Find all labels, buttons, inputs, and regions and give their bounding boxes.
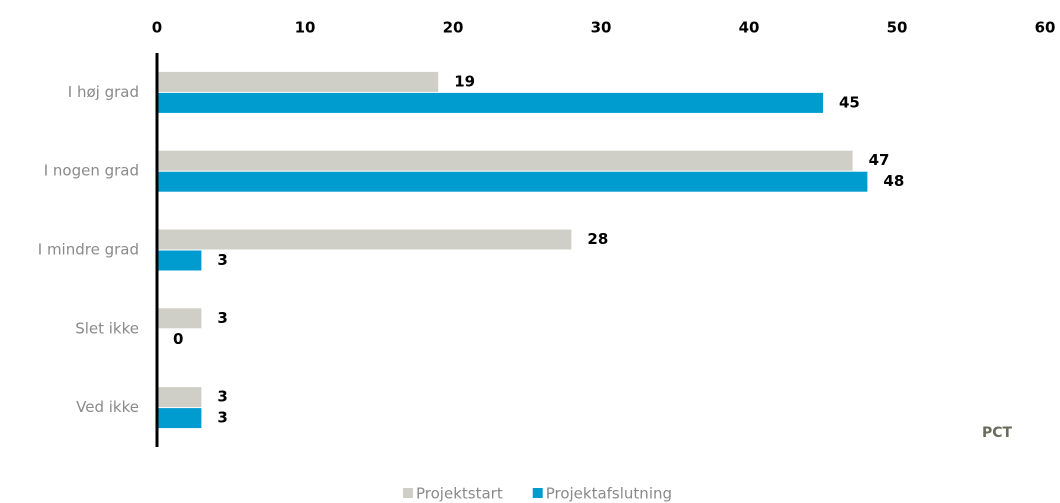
- y-tick-label: I høj grad: [68, 83, 139, 101]
- value-label: 3: [217, 388, 227, 406]
- bar: [157, 308, 202, 329]
- x-tick-label: 20: [443, 19, 464, 37]
- value-label: 3: [217, 309, 227, 327]
- bar: [157, 171, 868, 192]
- bar: [157, 150, 853, 171]
- y-tick-label: I mindre grad: [38, 241, 139, 259]
- bar: [157, 71, 439, 92]
- legend-label: Projektstart: [416, 485, 503, 503]
- value-label: 48: [883, 172, 904, 190]
- x-tick-label: 10: [295, 19, 316, 37]
- bar: [157, 92, 823, 113]
- bar: [157, 408, 202, 429]
- x-tick-label: 40: [739, 19, 760, 37]
- bar: [157, 250, 202, 271]
- x-tick-label: 0: [152, 19, 162, 37]
- y-tick-label: Slet ikke: [75, 319, 139, 337]
- legend-swatch: [532, 488, 543, 498]
- value-label: 3: [217, 409, 227, 427]
- value-label: 3: [217, 251, 227, 269]
- legend-label: Projektafslutning: [546, 485, 672, 503]
- x-tick-label: 60: [1035, 19, 1056, 37]
- y-tick-label: I nogen grad: [44, 162, 139, 180]
- bar: [157, 387, 202, 408]
- x-tick-label: 30: [591, 19, 612, 37]
- legend-swatch: [403, 488, 413, 498]
- bar: [157, 229, 572, 250]
- x-tick-label: 50: [887, 19, 908, 37]
- y-tick-label: Ved ikke: [76, 398, 139, 416]
- value-label: 28: [587, 230, 608, 248]
- value-label: 45: [839, 93, 860, 111]
- value-label: 19: [454, 72, 475, 90]
- value-label: 47: [869, 151, 890, 169]
- axis-label: PCT: [982, 425, 1013, 441]
- value-label: 0: [173, 330, 183, 348]
